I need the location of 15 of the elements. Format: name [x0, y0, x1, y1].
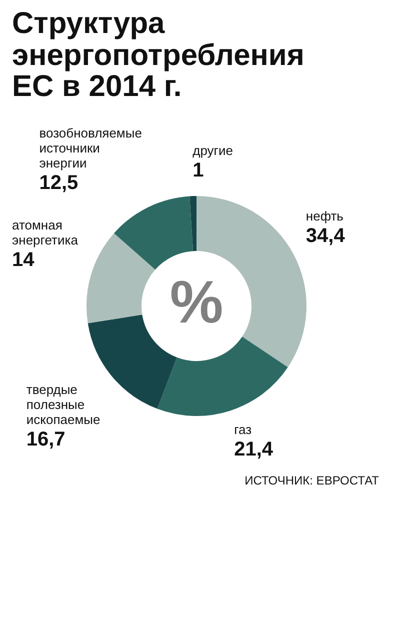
data-label: 16,7	[26, 428, 66, 450]
data-label: 14	[12, 248, 36, 270]
slice-label: нефть	[306, 208, 344, 224]
text: ИСТОЧНИК: ЕВРОСТАТ	[244, 472, 380, 487]
slice-label: возобновляемые источники энергии	[39, 125, 142, 170]
slice-label: газ	[234, 422, 252, 437]
data-label: 1	[192, 159, 204, 182]
chart-title: Структура энергопотребления ЕС в 2014 г.	[12, 7, 306, 103]
text: %	[170, 268, 224, 336]
data-label: 12,5	[39, 172, 78, 194]
slice-label: другие	[192, 142, 234, 158]
data-label: 34,4	[306, 224, 346, 247]
slice-label: атомная энергетика	[12, 216, 79, 247]
slice-label: твердые полезные ископаемые	[26, 382, 100, 427]
data-label: 21,4	[234, 438, 274, 460]
